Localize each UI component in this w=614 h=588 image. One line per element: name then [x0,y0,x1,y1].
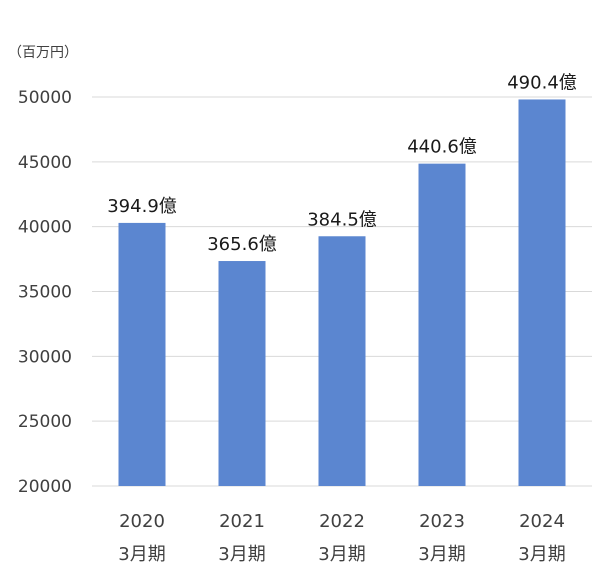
y-tick-label: 25000 [18,412,72,432]
bar [118,222,166,487]
x-category-year: 2020 [119,511,165,532]
bars [118,99,566,487]
x-category-year: 2023 [419,511,465,532]
unit-label: （百万円） [8,45,78,61]
y-tick-label: 45000 [18,153,72,173]
x-category-period: 3月期 [418,544,465,565]
y-tick-label: 20000 [18,477,72,497]
y-axis-ticks: 20000 25000 30000 35000 40000 45000 50000 [18,88,72,497]
bar [518,99,566,486]
x-category-year: 2024 [519,511,565,532]
bar [218,261,266,486]
x-category-year: 2021 [219,511,265,532]
bar-value-label: 440.6億 [407,137,477,158]
x-category-year: 2022 [319,511,365,532]
x-category-period: 3月期 [318,544,365,565]
bar [318,236,366,486]
y-tick-label: 50000 [18,88,72,108]
bar-value-label: 490.4億 [507,72,577,93]
y-tick-label: 30000 [18,347,72,367]
y-tick-label: 40000 [18,218,72,238]
x-category-period: 3月期 [218,544,265,565]
bar-value-label: 384.5億 [307,209,377,230]
x-category-period: 3月期 [118,544,165,565]
bar-value-label: 394.9億 [107,196,177,217]
bar-value-label: 365.6億 [207,234,277,255]
y-tick-label: 35000 [18,283,72,303]
bar [418,163,466,486]
x-category-period: 3月期 [518,544,565,565]
x-axis-categories: 2020 3月期 2021 3月期 2022 3月期 2023 3月期 2024 3月期 [118,511,565,565]
data-labels: 394.9億 365.6億 384.5億 440.6億 490.4億 [107,72,577,255]
